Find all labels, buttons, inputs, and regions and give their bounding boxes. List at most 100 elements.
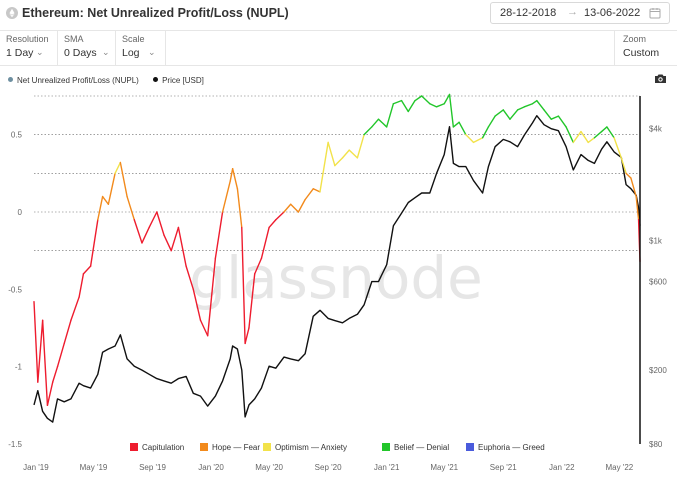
nupl-segment bbox=[192, 288, 202, 321]
nupl-segment bbox=[133, 219, 143, 244]
header-bar: Ethereum: Net Unrealized Profit/Loss (NU… bbox=[0, 0, 677, 28]
y-left-tick-label: -1 bbox=[15, 363, 23, 372]
nupl-segment bbox=[572, 130, 582, 144]
legend-label: Net Unrealized Profit/Loss (NUPL) bbox=[17, 76, 139, 85]
controls-bar: Resolution 1 Day ⌄ SMA 0 Days ⌄ Scale Lo… bbox=[0, 30, 677, 66]
nupl-segment bbox=[82, 265, 92, 275]
nupl-segment bbox=[89, 219, 99, 267]
nupl-segment bbox=[635, 195, 640, 221]
band-legend-swatch bbox=[382, 443, 390, 451]
nupl-segment bbox=[260, 226, 270, 260]
x-tick-label: Jan '22 bbox=[549, 463, 575, 472]
nupl-segment bbox=[465, 133, 475, 144]
nupl-segment bbox=[229, 167, 234, 182]
legend-dot bbox=[8, 77, 13, 82]
sma-value: 0 Days bbox=[64, 47, 97, 59]
nupl-segment bbox=[600, 126, 608, 133]
nupl-segment bbox=[356, 133, 365, 159]
nupl-segment bbox=[371, 118, 380, 128]
nupl-segment bbox=[221, 180, 231, 213]
y-left-tick-label: -1.5 bbox=[8, 440, 22, 449]
nupl-segment bbox=[52, 365, 59, 383]
band-legend-label: Euphoria — Greed bbox=[478, 443, 545, 452]
nupl-segment bbox=[37, 319, 44, 383]
nupl-segment bbox=[481, 126, 490, 139]
x-tick-label: Sep '19 bbox=[139, 463, 166, 472]
nupl-segment bbox=[565, 126, 575, 144]
date-from[interactable]: 28-12-2018 bbox=[500, 7, 557, 19]
scale-value: Log bbox=[122, 47, 140, 59]
nupl-segment bbox=[170, 226, 180, 252]
sma-select[interactable]: SMA 0 Days ⌄ bbox=[58, 31, 116, 65]
nupl-segment bbox=[119, 161, 128, 198]
nupl-segment bbox=[536, 99, 545, 111]
nupl-segment bbox=[78, 273, 85, 298]
nupl-segment bbox=[392, 99, 403, 105]
nupl-segment bbox=[630, 177, 637, 198]
nupl-segment bbox=[557, 115, 567, 128]
y-left-tick-label: 0 bbox=[18, 208, 23, 217]
nupl-segment bbox=[33, 301, 39, 383]
nupl-segment bbox=[289, 203, 300, 213]
nupl-segment bbox=[254, 257, 263, 275]
zoom-value: Custom bbox=[623, 47, 660, 59]
band-legend-label: Belief — Denial bbox=[394, 443, 449, 452]
calendar-icon[interactable] bbox=[649, 7, 661, 19]
camera-icon[interactable] bbox=[654, 73, 667, 84]
date-range-picker[interactable]: 28-12-2018 → 13-06-2022 bbox=[490, 2, 670, 24]
nupl-segment bbox=[97, 195, 104, 221]
nupl-segment bbox=[543, 109, 552, 120]
y-left-tick-label: 0.5 bbox=[11, 131, 23, 140]
x-tick-label: May '21 bbox=[430, 463, 458, 472]
legend-item-nupl[interactable]: Net Unrealized Profit/Loss (NUPL) bbox=[8, 76, 139, 85]
y-right-tick-label: $600 bbox=[649, 278, 667, 287]
reference-lines bbox=[34, 95, 640, 251]
nupl-segment bbox=[606, 126, 615, 139]
nupl-segment bbox=[156, 211, 165, 236]
band-legend-label: Capitulation bbox=[142, 443, 184, 452]
right-axis-ticks: $4k $1k $600 $200 $80 bbox=[649, 125, 667, 449]
series-legend: Net Unrealized Profit/Loss (NUPL) Price … bbox=[8, 76, 216, 85]
y-right-tick-label: $200 bbox=[649, 366, 667, 375]
nupl-segment bbox=[312, 188, 321, 193]
nupl-segment bbox=[56, 342, 65, 368]
resolution-select[interactable]: Resolution 1 Day ⌄ bbox=[0, 31, 58, 65]
nupl-segment bbox=[363, 126, 373, 136]
legend-dot bbox=[153, 77, 159, 82]
y-right-tick-label: $80 bbox=[649, 440, 663, 449]
watermark: glassnode bbox=[189, 244, 483, 312]
x-tick-label: May '20 bbox=[255, 463, 283, 472]
x-tick-label: Jan '21 bbox=[374, 463, 400, 472]
nupl-segment bbox=[531, 99, 538, 105]
zoom-label: Zoom bbox=[623, 34, 647, 44]
band-legend-swatch bbox=[200, 443, 208, 451]
nupl-segment bbox=[587, 137, 596, 144]
nupl-segment bbox=[435, 103, 445, 108]
y-right-tick-label: $1k bbox=[649, 236, 663, 245]
zoom-select[interactable]: Zoom Custom bbox=[614, 31, 677, 65]
nupl-segment bbox=[414, 95, 423, 102]
x-axis-ticks: Jan '19 May '19 Sep '19 Jan '20 May '20 Sep '… bbox=[23, 463, 634, 472]
nupl-segment bbox=[550, 115, 560, 120]
legend-label: Price [USD] bbox=[162, 76, 204, 85]
nupl-segment bbox=[248, 273, 256, 329]
nupl-segment bbox=[319, 141, 329, 193]
nupl-segment bbox=[101, 195, 110, 205]
nupl-segment bbox=[613, 137, 622, 159]
nupl-segment bbox=[385, 103, 395, 128]
nupl-segment bbox=[348, 149, 359, 159]
x-tick-label: Sep '21 bbox=[490, 463, 517, 472]
band-legend-swatch bbox=[263, 443, 271, 451]
scale-select[interactable]: Scale Log ⌄ bbox=[116, 31, 166, 65]
nupl-segment bbox=[377, 118, 388, 128]
nupl-segment bbox=[114, 161, 122, 175]
nupl-chart: glassnode 0.50-0.5-1-1.5 $4k$1k$600$200$… bbox=[8, 93, 667, 472]
date-to[interactable]: 13-06-2022 bbox=[584, 7, 641, 19]
x-tick-label: Jan '20 bbox=[198, 463, 224, 472]
nupl-segment bbox=[46, 381, 54, 407]
nupl-segment bbox=[236, 188, 243, 229]
nupl-segment bbox=[70, 296, 80, 321]
ethereum-icon bbox=[6, 7, 18, 19]
x-tick-label: May '22 bbox=[605, 463, 633, 472]
legend-item-price[interactable]: Price [USD] bbox=[153, 76, 204, 85]
